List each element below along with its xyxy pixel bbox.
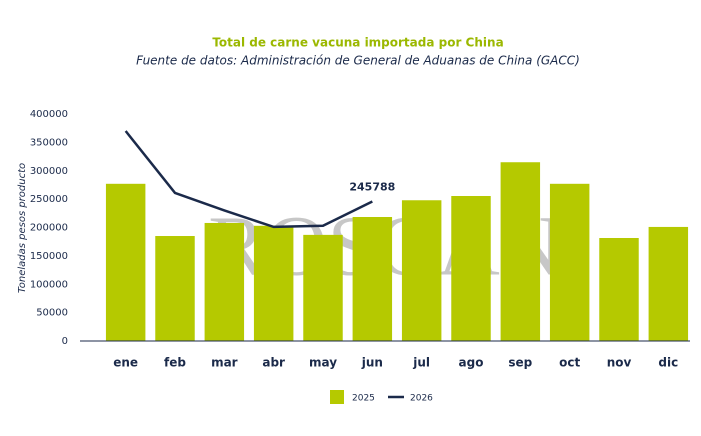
x-tick-label: feb — [164, 356, 186, 370]
y-tick-label: 350000 — [30, 137, 68, 148]
legend-label: 2026 — [410, 394, 433, 404]
x-tick-label: mar — [211, 356, 238, 370]
x-tick-label: oct — [559, 356, 580, 370]
x-tick-label: abr — [262, 356, 285, 370]
y-tick-label: 400000 — [30, 109, 68, 120]
legend-swatch — [330, 390, 344, 404]
chart-title: Total de carne vacuna importada por Chin… — [212, 36, 503, 50]
y-tick-label: 0 — [62, 336, 68, 347]
x-tick-label: sep — [508, 356, 532, 370]
y-tick-label: 200000 — [30, 223, 68, 234]
y-tick-label: 150000 — [30, 251, 68, 262]
y-tick-label: 50000 — [36, 308, 68, 319]
y-tick-label: 100000 — [30, 279, 68, 290]
data-label: 245788 — [349, 181, 395, 194]
bar — [105, 183, 146, 341]
x-tick-label: nov — [607, 356, 632, 370]
legend-label: 2025 — [352, 394, 375, 404]
y-axis-label: Toneladas pesos producto — [17, 163, 28, 293]
x-tick-label: jul — [412, 356, 430, 370]
x-tick-label: ene — [113, 356, 138, 370]
bar — [204, 222, 245, 341]
x-tick-label: jun — [361, 356, 383, 370]
bar — [648, 226, 689, 341]
bar — [500, 162, 541, 341]
y-tick-label: 300000 — [30, 166, 68, 177]
chart-subtitle: Fuente de datos: Administración de Gener… — [136, 54, 580, 68]
bar — [253, 225, 294, 341]
bar — [401, 200, 442, 341]
bar — [155, 236, 195, 341]
line — [124, 130, 373, 229]
bar — [549, 183, 590, 341]
x-tick-label: dic — [658, 356, 678, 370]
bar — [303, 234, 343, 341]
bar — [451, 196, 491, 341]
y-tick-label: 250000 — [30, 194, 68, 205]
x-tick-label: may — [309, 356, 337, 370]
bar — [352, 217, 393, 341]
bar — [599, 237, 639, 341]
x-tick-label: ago — [459, 356, 484, 370]
